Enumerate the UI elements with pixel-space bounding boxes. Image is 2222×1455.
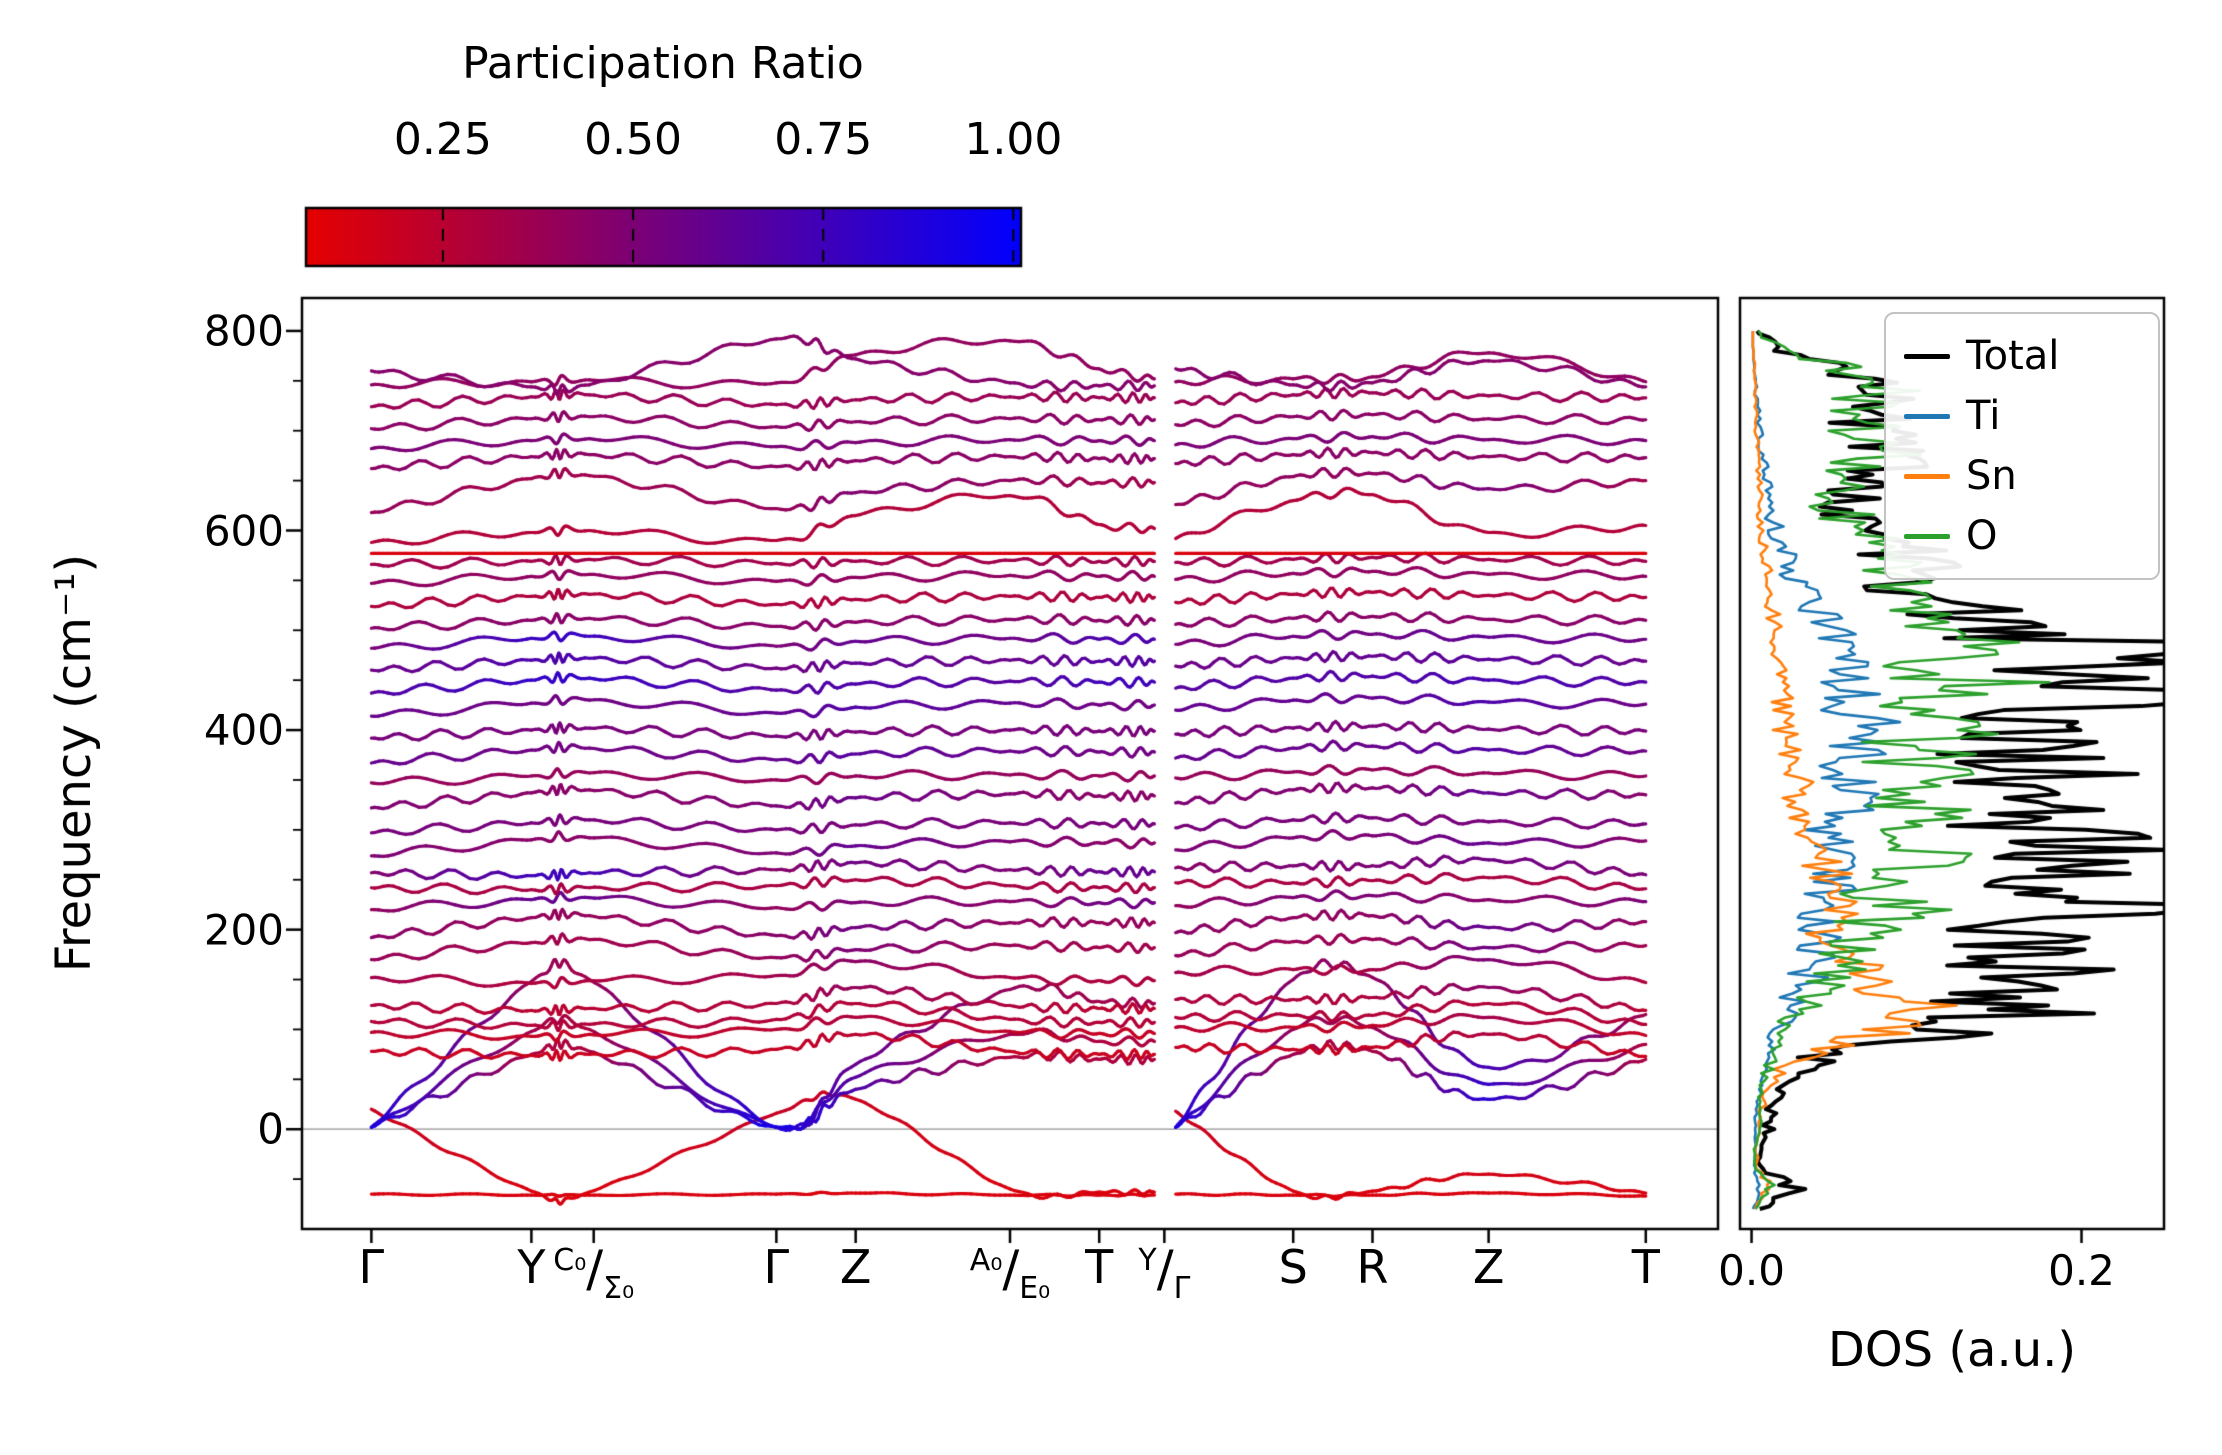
y-tick-label: 200 xyxy=(203,905,284,955)
legend-item-o: O xyxy=(1904,506,2140,566)
kpoint-label: T xyxy=(1085,1240,1113,1294)
kpoint-label-superscript: C₀ xyxy=(553,1243,587,1278)
kpoint-label-subscript: Γ xyxy=(1173,1271,1191,1306)
kpoint-label-superscript: A₀ xyxy=(969,1243,1003,1278)
y-axis-label: Frequency (cm⁻¹) xyxy=(46,553,102,973)
legend-item-sn: Sn xyxy=(1904,446,2140,506)
y-tick-label: 0 xyxy=(257,1104,284,1154)
kpoint-label-superscript: Y xyxy=(1138,1243,1157,1278)
legend-label: Ti xyxy=(1966,393,2001,439)
legend-item-total: Total xyxy=(1904,326,2140,386)
kpoint-label-text: T xyxy=(1085,1240,1114,1294)
colorbar-title: Participation Ratio xyxy=(462,38,864,89)
legend-label: O xyxy=(1966,513,1998,559)
kpoint-label-text: R xyxy=(1356,1240,1389,1294)
kpoint-label-text: Z xyxy=(1472,1240,1505,1294)
y-tick-label: 600 xyxy=(203,506,284,555)
colorbar-tick-label: 0.25 xyxy=(393,114,492,165)
kpoint-label-text: S xyxy=(1278,1240,1308,1294)
kpoint-label: Z xyxy=(840,1240,872,1294)
y-tick-label: 400 xyxy=(203,705,284,755)
kpoint-label: S xyxy=(1279,1240,1308,1294)
kpoint-label: C₀/Σ₀ xyxy=(553,1240,634,1306)
kpoint-label-text: T xyxy=(1631,1240,1660,1294)
legend-rows: Total Ti Sn O xyxy=(1904,326,2140,566)
kpoint-label-text: Z xyxy=(839,1240,872,1294)
dos-tick-label: 0.0 xyxy=(1718,1246,1785,1295)
dos-axis-label: DOS (a.u.) xyxy=(1827,1322,2077,1378)
legend-line-swatch xyxy=(1904,533,1950,539)
kpoint-label: A₀/E₀ xyxy=(969,1240,1050,1306)
kpoint-label: Γ xyxy=(764,1240,790,1294)
kpoint-label: Z xyxy=(1473,1240,1505,1294)
dos-legend: Total Ti Sn O xyxy=(1884,312,2160,580)
kpoint-label-slash: / xyxy=(1002,1240,1020,1298)
kpoint-label-subscript: Σ₀ xyxy=(603,1271,635,1306)
colorbar-tick-label: 0.50 xyxy=(584,114,683,165)
kpoint-label: Y/Γ xyxy=(1138,1240,1190,1306)
legend-label: Total xyxy=(1966,333,2060,379)
colorbar-tick-label: 1.00 xyxy=(964,114,1063,165)
kpoint-label-slash: / xyxy=(1156,1240,1174,1298)
dos-tick-label: 0.2 xyxy=(2048,1246,2115,1295)
legend-line-swatch xyxy=(1904,353,1950,359)
kpoint-label: Y xyxy=(517,1240,545,1294)
legend-label: Sn xyxy=(1966,453,2017,499)
kpoint-label: T xyxy=(1632,1240,1660,1294)
kpoint-label-text: Y xyxy=(517,1240,546,1294)
kpoint-label: R xyxy=(1357,1240,1389,1294)
kpoint-label-text: Γ xyxy=(358,1240,385,1294)
legend-line-swatch xyxy=(1904,413,1950,419)
legend-item-ti: Ti xyxy=(1904,386,2140,446)
y-tick-label: 800 xyxy=(203,306,284,356)
kpoint-label-subscript: E₀ xyxy=(1019,1271,1051,1306)
kpoint-label-text: Γ xyxy=(763,1240,790,1294)
colorbar-tick-label: 0.75 xyxy=(774,114,873,165)
legend-line-swatch xyxy=(1904,473,1950,479)
kpoint-label: Γ xyxy=(359,1240,385,1294)
kpoint-label-slash: / xyxy=(586,1240,604,1298)
